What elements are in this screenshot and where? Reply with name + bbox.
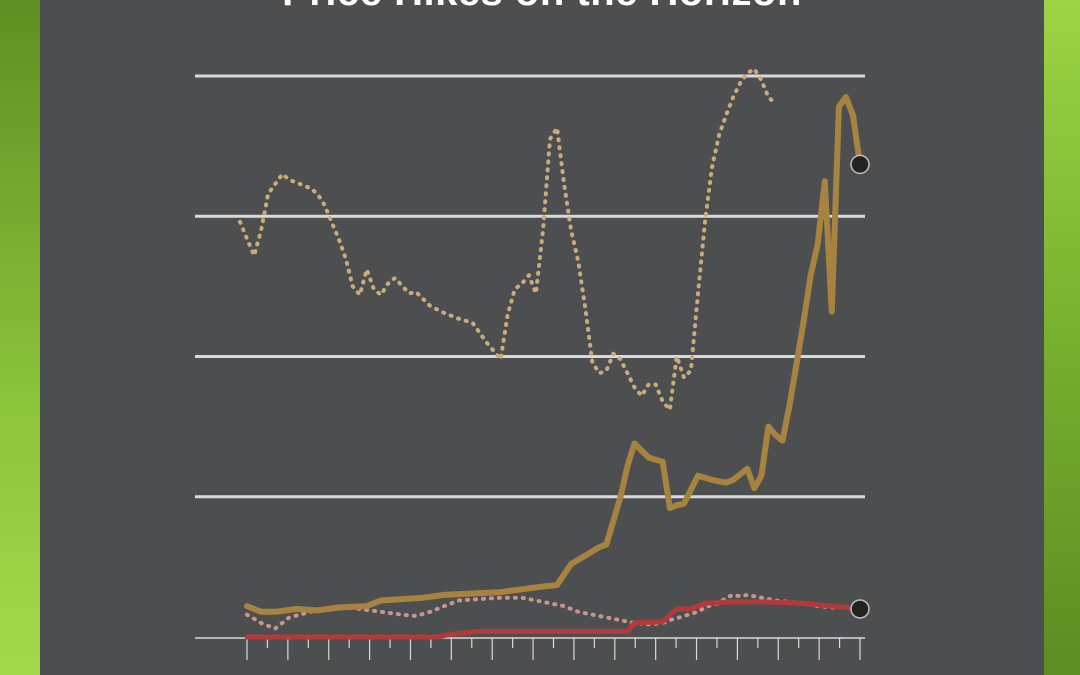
chart-title: Price Hikes on the Horizon <box>40 0 1044 15</box>
endpoint-marker <box>850 154 870 175</box>
endpoint-marker <box>850 599 870 619</box>
line-chart <box>195 67 870 660</box>
series-line-solid-red <box>244 599 863 640</box>
chart-panel: Price Hikes on the Horizon <box>40 0 1044 675</box>
series-line-solid-gold <box>244 94 863 615</box>
series-line-dotted-gold_dotted <box>238 67 778 412</box>
right-green-border <box>1044 0 1080 675</box>
left-green-border <box>0 0 40 675</box>
series-line-dotted-pink_dotted <box>245 592 862 631</box>
